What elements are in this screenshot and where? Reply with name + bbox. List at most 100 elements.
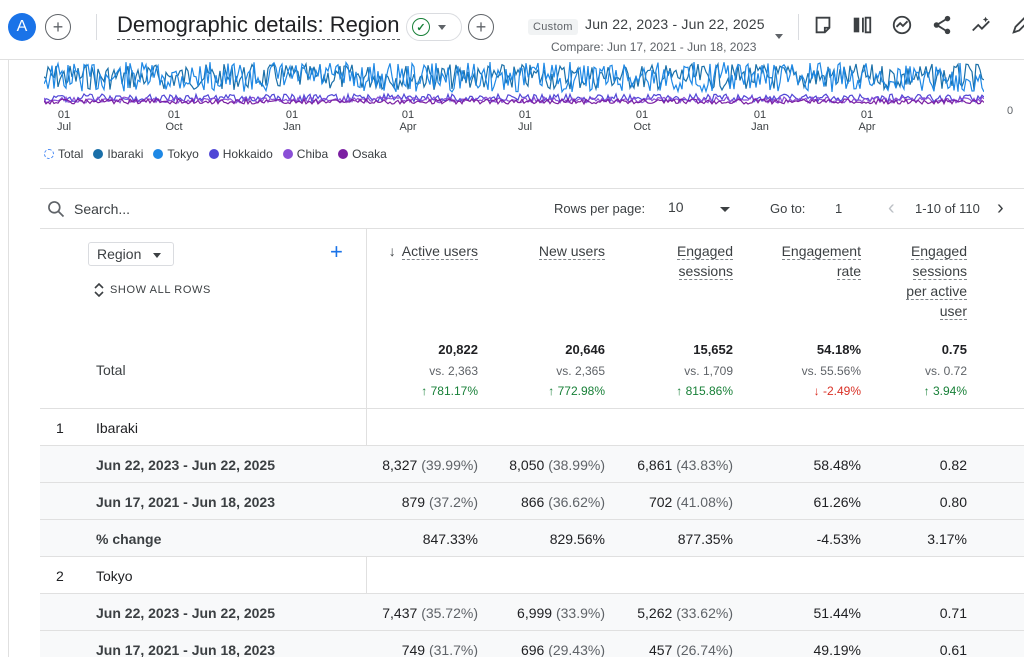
metric-share: (26.74%) [676,642,733,657]
legend-item-chiba[interactable]: Chiba [282,147,329,161]
compare-icon[interactable] [851,14,873,36]
trend-icon[interactable] [970,14,992,36]
tick-month: Jul [56,121,72,133]
total-compare-value: vs. 1,709 [684,364,733,378]
total-change-badge: ↑ 3.94% [923,384,967,398]
share-icon[interactable] [931,14,953,36]
metric-value: 749 [401,642,426,657]
total-compare-value: vs. 0.72 [924,364,967,378]
legend-item-total[interactable]: Total [44,147,83,161]
column-header-engagement-rate[interactable]: Engagement rate [781,241,861,281]
x-axis-tick: 01 Oct [154,109,194,133]
metric-cell: 5,262 (33.62%) [637,605,733,621]
column-header-text: per active [906,283,967,300]
table-toolbar: Rows per page: 10 Go to: 1 ‹ 1-10 of 110… [40,188,1024,229]
tick-day: 01 [753,109,767,121]
date-range[interactable]: Jun 22, 2023 - Jun 22, 2025 [585,16,765,32]
metric-share: (31.7%) [428,642,478,657]
metric-value: 7,437 [382,605,418,621]
total-change-badge: ↑ 772.98% [548,384,605,398]
series-line-tokyo [44,60,984,94]
tick-day: 01 [57,109,71,121]
metric-cell: 6,861 (43.83%) [637,457,733,473]
x-axis-tick: 01 Jul [505,109,545,133]
tick-month: Apr [858,121,876,133]
tick-month: Jan [751,121,769,133]
sort-descending-icon[interactable]: ↓ [388,243,396,259]
column-header-text: New users [538,243,605,260]
x-axis-tick: 01 Jan [272,109,312,133]
tick-month: Oct [633,121,651,133]
legend-label: Tokyo [167,147,199,161]
table-row[interactable]: % change 847.33% 829.56% 877.35% -4.53% 3.17% [40,520,1024,557]
legend-label: Chiba [296,147,329,161]
metric-share: (29.43%) [548,642,605,657]
total-value: 0.75 [941,342,967,357]
goto-page-input[interactable]: 1 [835,201,843,216]
table-row[interactable]: Jun 17, 2021 - Jun 18, 2023 749 (31.7%) 69… [40,631,1024,657]
series-line-osaka [44,97,984,106]
date-preset-badge[interactable]: Custom [528,19,578,35]
compare-range[interactable]: Compare: Jun 17, 2021 - Jun 18, 2023 [551,40,757,54]
table-group-row[interactable]: 2 Tokyo [40,557,1024,594]
column-header-engaged-sessions-per-active-user[interactable]: Engaged sessions per active user [906,241,967,321]
metric-value: 696 [520,642,545,657]
previous-page-icon[interactable]: ‹ [888,197,895,219]
pencil-icon[interactable] [1010,14,1024,36]
metric-share: (35.72%) [421,605,478,621]
tick-month: Oct [165,121,183,133]
legend-item-ibaraki[interactable]: Ibaraki [93,147,143,161]
row-index: 2 [56,568,64,584]
legend-item-tokyo[interactable]: Tokyo [153,147,199,161]
y-axis-zero-label: 0 [1007,105,1014,117]
column-header-new-users[interactable]: New users [538,241,605,261]
next-page-icon[interactable]: › [997,197,1004,219]
column-header-line: sessions [677,261,733,281]
search-input[interactable] [74,198,274,220]
metric-cell: 877.35% [678,531,733,547]
table-row[interactable]: Jun 22, 2023 - Jun 22, 2025 8,327 (39.99%… [40,446,1024,483]
legend-label: Ibaraki [107,147,144,161]
report-status-dropdown[interactable]: ✓ [406,13,462,41]
show-all-rows-button[interactable]: SHOW ALL ROWS [94,283,211,297]
metric-cell: 7,437 (35.72%) [382,605,478,621]
legend-dot-icon [208,149,219,159]
edit-report-icon[interactable] [812,14,834,36]
date-dropdown-caret-icon[interactable] [775,34,783,39]
add-dimension-icon[interactable]: + [330,239,343,264]
column-header-engaged-sessions[interactable]: Engaged sessions [676,241,733,281]
divider [798,14,799,40]
x-axis-tick: 01 Apr [388,109,428,133]
metric-value: 61.26% [813,494,861,510]
total-value: 54.18% [816,342,861,357]
metric-value: 847.33% [422,531,478,547]
legend-label: Osaka [352,147,387,161]
metric-cell: 702 (41.08%) [649,494,733,510]
add-comparison-icon[interactable]: + [45,14,71,40]
tick-day: 01 [635,109,649,121]
metric-value: 58.48% [813,457,861,473]
account-avatar[interactable]: A [8,13,36,41]
tick-month: Apr [399,121,417,133]
expand-icon [94,283,104,297]
metric-value: 5,262 [637,605,673,621]
dimension-select[interactable]: Region [88,242,174,266]
avatar-letter: A [16,18,28,35]
table-row[interactable]: Jun 22, 2023 - Jun 22, 2025 7,437 (35.72%… [40,594,1024,631]
column-header-active-users[interactable]: ↓ Active users [389,241,478,261]
metric-cell: 847.33% [423,531,478,547]
column-header-line: Engaged [906,241,967,261]
legend-item-hokkaido[interactable]: Hokkaido [208,147,273,161]
legend-dot-icon [338,149,349,159]
pagination-status: 1-10 of 110 [915,201,980,216]
add-filter-icon[interactable]: + [468,14,494,40]
rows-per-page-select[interactable]: 10 [668,199,730,221]
table-group-row[interactable]: 1 Ibaraki [40,409,1024,446]
table-row[interactable]: Jun 17, 2021 - Jun 18, 2023 879 (37.2%) 86… [40,483,1024,520]
legend-item-osaka[interactable]: Osaka [338,147,387,161]
total-compare-value: vs. 2,365 [556,364,605,378]
column-header-text: sessions [678,263,733,280]
column-header-text: Engaged [676,243,733,260]
insights-icon[interactable] [891,14,913,36]
row-date-range-label: % change [96,531,162,547]
